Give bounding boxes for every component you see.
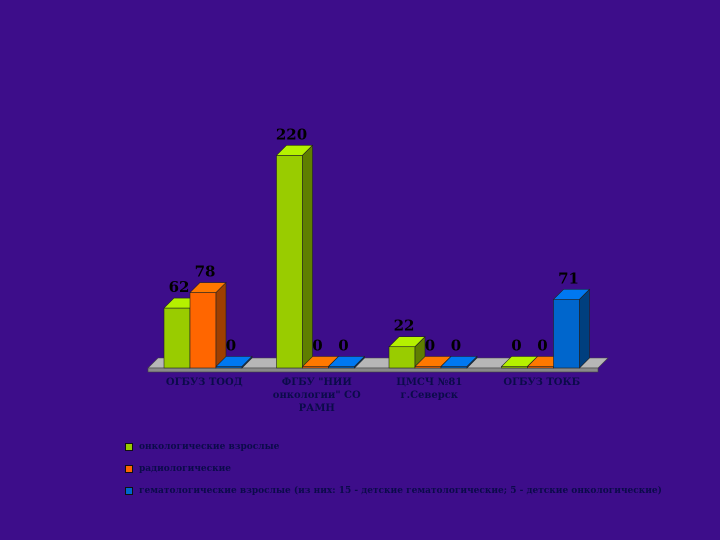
legend-label-hematology: гематологические взрослые (из них: 15 - …	[139, 486, 662, 496]
legend-item-radiology: радиологические	[125, 458, 662, 480]
legend-label-oncology: онкологические взрослые	[139, 442, 280, 452]
value-label-2-1: 0	[425, 337, 435, 355]
value-label-1-0: 220	[276, 125, 307, 143]
bar-front-0-0	[163, 307, 191, 369]
legend-item-hematology: гематологические взрослые (из них: 15 - …	[125, 480, 662, 502]
legend-swatch-radiology	[125, 465, 133, 473]
value-label-0-0: 62	[169, 278, 190, 296]
value-label-3-2: 71	[558, 269, 579, 287]
value-label-2-0: 22	[394, 317, 415, 335]
bar-front-1-0	[276, 155, 303, 369]
bar-side-2-2	[466, 355, 478, 369]
bar-front-3-2	[553, 299, 580, 369]
legend-swatch-hematology	[125, 487, 133, 495]
legend-label-radiology: радиологические	[139, 464, 232, 474]
bar-side-0-1	[215, 281, 227, 369]
bar-front-0-1	[189, 292, 217, 369]
bar-front-2-0	[388, 346, 416, 369]
value-label-3-0: 0	[511, 337, 521, 355]
legend: онкологические взрослые радиологические …	[125, 436, 662, 502]
value-label-3-1: 0	[537, 337, 547, 355]
category-label-3: ОГБУЗ ТОКБ	[503, 377, 581, 388]
value-label-1-2: 0	[338, 337, 348, 355]
value-label-2-2: 0	[451, 337, 461, 355]
value-label-0-2: 0	[226, 337, 236, 355]
legend-item-oncology: онкологические взрослые	[125, 436, 662, 458]
category-label-0: ОГБУЗ ТООД	[165, 377, 243, 388]
bar-side-3-2	[579, 288, 590, 369]
value-label-1-1: 0	[312, 337, 322, 355]
category-label-1: ФГБУ "НИИ онкологии" СО РАМН	[272, 377, 361, 414]
bar-side-1-0	[302, 144, 313, 369]
bar-side-1-2	[354, 355, 365, 369]
category-label-2: ЦМСЧ №81 г.Северск	[396, 377, 463, 401]
bar-side-0-2	[241, 355, 253, 369]
floor-front	[147, 367, 599, 373]
legend-swatch-oncology	[125, 443, 133, 451]
value-label-0-1: 78	[195, 263, 216, 281]
